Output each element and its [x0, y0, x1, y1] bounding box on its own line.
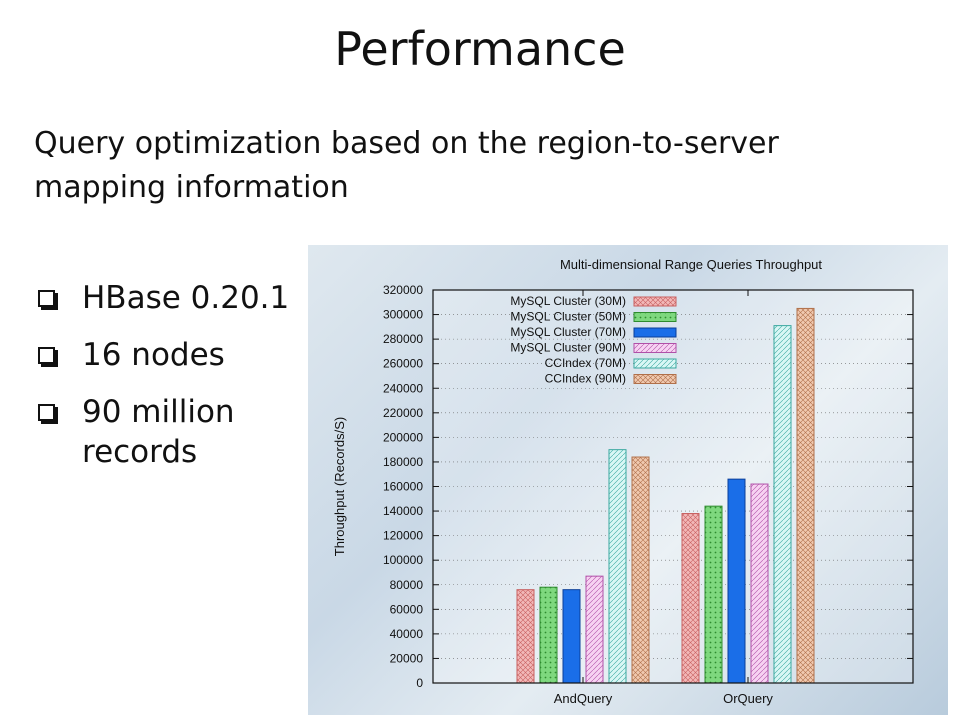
legend-label: CCIndex (70M): [545, 356, 626, 370]
bullet-item: 90 million records: [36, 392, 306, 472]
bar-orquery-series-3: [750, 483, 769, 684]
chart-panel: Multi-dimensional Range Queries Throughp…: [308, 245, 948, 715]
bar-andquery-series-5: [631, 456, 650, 684]
throughput-bar-chart: Multi-dimensional Range Queries Throughp…: [332, 257, 914, 706]
y-tick-label: 240000: [383, 381, 423, 395]
bullet-list: HBase 0.20.1 16 nodes 90 million records: [36, 278, 306, 489]
bar-orquery-series-4: [773, 325, 792, 684]
bar-andquery-series-0: [516, 589, 535, 684]
y-tick-label: 40000: [390, 627, 424, 641]
square-bullet-icon: [38, 404, 58, 424]
legend-label: MySQL Cluster (90M): [510, 341, 626, 355]
bar-orquery-series-0: [681, 513, 700, 684]
legend-label: MySQL Cluster (50M): [510, 310, 626, 324]
bullet-item: HBase 0.20.1: [36, 278, 306, 318]
square-bullet-icon: [38, 290, 58, 310]
bar-andquery-series-4: [608, 449, 627, 684]
y-tick-label: 300000: [383, 308, 423, 322]
legend-swatch: [633, 358, 677, 369]
y-tick-label: 0: [416, 676, 423, 690]
y-tick-label: 200000: [383, 430, 423, 444]
bullet-item: 16 nodes: [36, 335, 306, 375]
y-tick-label: 60000: [390, 602, 424, 616]
y-tick-label: 220000: [383, 406, 423, 420]
y-tick-label: 180000: [383, 455, 423, 469]
legend-swatch: [633, 327, 677, 338]
legend-swatch: [633, 374, 677, 384]
bar-andquery-series-2: [562, 589, 581, 684]
x-tick-label: OrQuery: [723, 691, 773, 706]
legend-swatch: [633, 312, 677, 322]
slide-subtitle: Query optimization based on the region-t…: [34, 126, 779, 205]
bullet-text: 90 million records: [82, 394, 235, 470]
bar-andquery-series-3: [585, 575, 604, 684]
bullet-text: HBase 0.20.1: [82, 280, 290, 316]
y-tick-label: 140000: [383, 504, 423, 518]
bar-orquery-series-1: [704, 505, 723, 684]
x-tick-label: AndQuery: [554, 691, 613, 706]
y-tick-label: 260000: [383, 357, 423, 371]
y-axis-label: Throughput (Records/S): [332, 417, 347, 556]
chart-title: Multi-dimensional Range Queries Throughp…: [560, 257, 822, 272]
legend-swatch: [633, 343, 677, 353]
slide-title: Performance: [334, 22, 626, 76]
square-bullet-icon: [38, 347, 58, 367]
legend-label: MySQL Cluster (30M): [510, 294, 626, 308]
y-tick-label: 20000: [390, 651, 424, 665]
y-tick-label: 280000: [383, 332, 423, 346]
bar-andquery-series-1: [539, 586, 558, 684]
y-tick-label: 100000: [383, 553, 423, 567]
plot-frame: [432, 289, 914, 684]
y-tick-label: 320000: [383, 283, 423, 297]
legend-swatch: [633, 296, 677, 307]
y-tick-label: 80000: [390, 578, 424, 592]
y-tick-label: 120000: [383, 529, 423, 543]
bar-orquery-series-2: [727, 478, 746, 684]
legend-label: CCIndex (90M): [545, 372, 626, 386]
bar-orquery-series-5: [796, 307, 815, 684]
legend-label: MySQL Cluster (70M): [510, 325, 626, 339]
bullet-text: 16 nodes: [82, 337, 225, 373]
y-tick-label: 160000: [383, 480, 423, 494]
